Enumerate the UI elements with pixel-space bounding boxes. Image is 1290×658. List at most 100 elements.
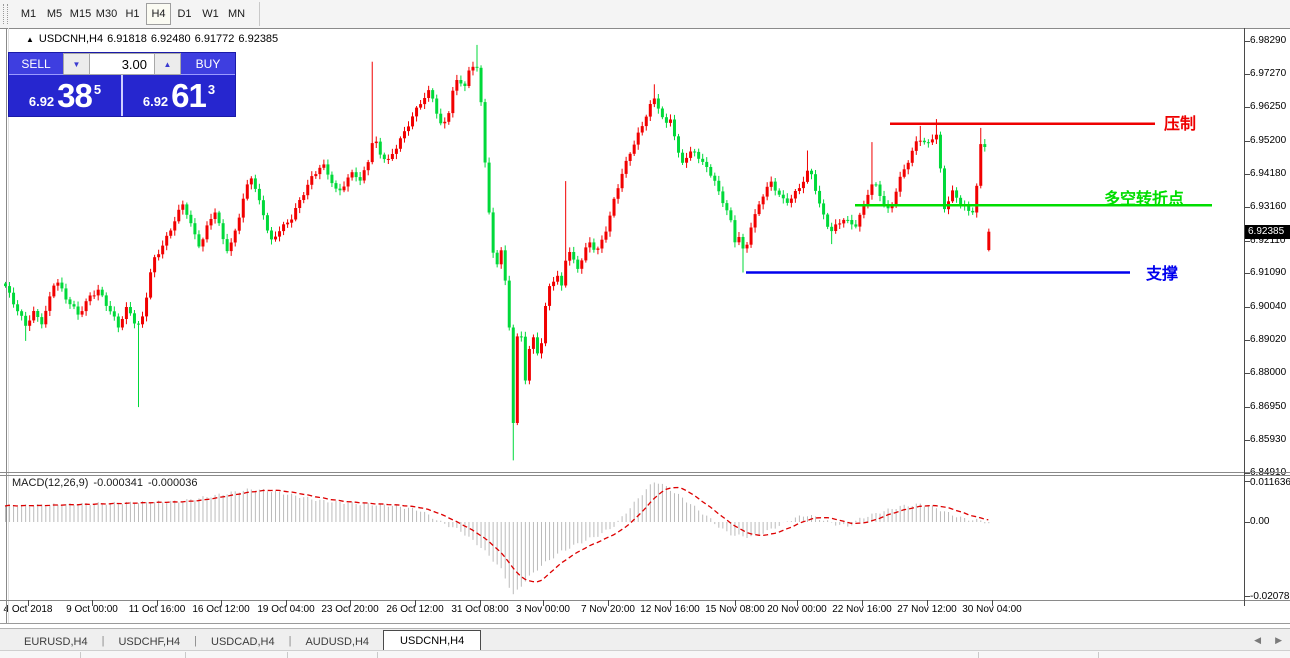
candle-body [225, 239, 229, 252]
candle-body [499, 250, 503, 265]
timeframe-mn[interactable]: MN [224, 3, 249, 25]
toolbar-separator [259, 2, 260, 26]
candle-body [415, 107, 419, 117]
candle-body [233, 230, 237, 243]
candle-body [906, 162, 910, 170]
timeframe-w1[interactable]: W1 [198, 3, 223, 25]
status-pane-divider [1098, 652, 1099, 658]
timeframe-toolbar: M1 M5 M15 M30 H1 H4 D1 W1 MN [0, 0, 1290, 29]
candle-body [197, 234, 201, 247]
candle-body [261, 200, 265, 216]
candle-body [342, 186, 346, 191]
tab-divider: | [101, 635, 105, 647]
candle-body [854, 224, 858, 227]
candle-body [527, 349, 531, 381]
time-axis-label: 26 Oct 12:00 [386, 604, 444, 615]
symbol-tab-usdcnh[interactable]: USDCNH,H4 [383, 630, 482, 651]
price-axis-label: 6.95200 [1250, 134, 1287, 146]
sell-button[interactable]: SELL [9, 53, 63, 75]
candle-body [310, 176, 314, 185]
symbol-tab-usdchf[interactable]: USDCHF,H4 [118, 636, 181, 648]
candle-body [830, 226, 834, 232]
tabs-scroll-right-icon[interactable]: ▶ [1275, 635, 1282, 645]
candle-body [757, 204, 761, 215]
time-axis-label: 31 Oct 08:00 [451, 604, 509, 615]
timeframe-m15[interactable]: M15 [68, 3, 93, 25]
buy-price-prefix: 6.92 [142, 94, 169, 109]
tabs-scroll-left-icon[interactable]: ◀ [1254, 635, 1262, 645]
price-axis-label: 6.86950 [1250, 401, 1287, 413]
time-axis-label: 19 Oct 04:00 [257, 604, 315, 615]
price-axis-label: 6.94180 [1250, 167, 1287, 179]
candle-body [322, 164, 326, 168]
candle-body [604, 231, 608, 240]
buy-button[interactable]: BUY [181, 53, 235, 75]
candle-body [245, 184, 249, 199]
candle-body [842, 219, 846, 224]
timeframe-m5[interactable]: M5 [42, 3, 67, 25]
candle-body [652, 98, 656, 105]
symbol-tab-eurusd[interactable]: EURUSD,H4 [24, 636, 88, 648]
toolbar-grip[interactable] [3, 4, 8, 24]
sell-price-tile[interactable]: 6.92 38 5 [9, 75, 121, 116]
symbol-tab-usdcad[interactable]: USDCAD,H4 [211, 636, 275, 648]
timeframe-d1[interactable]: D1 [172, 3, 197, 25]
candle-body [826, 214, 830, 227]
time-axis-label: 20 Nov 00:00 [767, 604, 827, 615]
buy-price-pip: 3 [207, 82, 216, 97]
collapse-triangle-icon[interactable]: ▲ [26, 35, 34, 44]
buy-price-tile[interactable]: 6.92 61 3 [121, 75, 235, 116]
candle-body [483, 102, 487, 163]
candle-body [955, 190, 959, 198]
bull-bear-pivot-label[interactable]: 多空转折点 [1104, 191, 1185, 208]
time-axis-label: 4 Oct 2018 [3, 604, 53, 615]
candle-body [205, 225, 209, 240]
timeframe-m1[interactable]: M1 [16, 3, 41, 25]
volume-input[interactable]: 3.00 [90, 53, 154, 75]
candle-body [664, 117, 668, 123]
candle-body [902, 169, 906, 177]
candle-body [165, 235, 169, 246]
price-axis-label: 6.90040 [1250, 301, 1287, 313]
price-chart[interactable] [0, 28, 1290, 628]
candle-body [330, 174, 334, 184]
candle-body [112, 311, 116, 317]
ohlc-low: 6.91772 [194, 33, 235, 45]
candle-body [777, 190, 781, 195]
candle-body [88, 295, 92, 302]
resistance-label[interactable]: 压制 [1164, 116, 1197, 133]
candle-body [447, 113, 451, 122]
time-axis-label: 3 Nov 00:00 [516, 604, 570, 615]
candle-body [672, 119, 676, 137]
price-axis-label: 6.91090 [1250, 267, 1287, 279]
timeframe-h1[interactable]: H1 [120, 3, 145, 25]
support-label[interactable]: 支撑 [1146, 266, 1179, 283]
status-pane-divider [185, 652, 186, 658]
timeframe-h4[interactable]: H4 [146, 3, 171, 25]
candle-body [580, 260, 584, 269]
symbol-tab-audusd[interactable]: AUDUSD,H4 [305, 636, 370, 648]
candle-body [689, 151, 693, 158]
candle-body [157, 254, 161, 258]
candle-body [838, 223, 842, 225]
volume-increase-icon[interactable]: ▲ [154, 53, 181, 75]
candle-body [914, 141, 918, 151]
candle-body [858, 214, 862, 227]
one-click-trade-panel: SELL ▼ 3.00 ▲ BUY 6.92 38 5 6.92 61 3 [8, 52, 236, 117]
macd-axis-min: -0.020788 [1250, 591, 1290, 602]
volume-decrease-icon[interactable]: ▼ [63, 53, 90, 75]
candle-body [942, 168, 946, 210]
candle-body [850, 220, 854, 225]
candle-body [209, 219, 213, 226]
candle-body [8, 286, 12, 293]
candle-body [878, 184, 882, 196]
candle-body [959, 197, 963, 206]
candle-body [761, 196, 765, 205]
timeframe-m30[interactable]: M30 [94, 3, 119, 25]
candle-body [846, 219, 850, 221]
candle-body [169, 230, 173, 236]
candle-body [439, 113, 443, 124]
candle-body [745, 244, 749, 249]
candle-body [951, 190, 955, 202]
